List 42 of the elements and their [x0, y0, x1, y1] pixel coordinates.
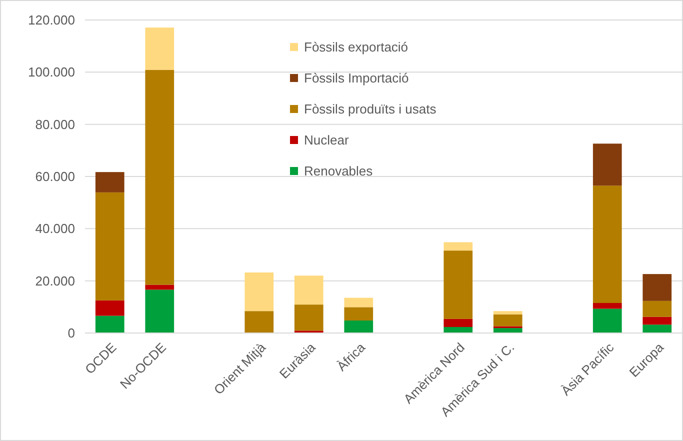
- bar: [95, 300, 124, 316]
- y-tick-label: 40.000: [35, 221, 75, 236]
- legend-label: Fòssils exportació: [304, 40, 408, 55]
- bar: [444, 318, 473, 327]
- bar: [493, 311, 522, 314]
- y-tick-label: 60.000: [35, 169, 75, 184]
- bar: [344, 320, 374, 333]
- bar: [145, 70, 174, 285]
- bar: [592, 303, 622, 309]
- bar: [493, 314, 522, 326]
- legend-label: Fòssils Importació: [304, 70, 409, 86]
- bar: [95, 316, 124, 333]
- bar: [344, 307, 374, 320]
- bar: [444, 242, 473, 251]
- bar: [493, 328, 522, 333]
- legend-label: Fòssils produïts i usats: [304, 102, 437, 117]
- bar: [145, 290, 174, 333]
- bar: [642, 324, 672, 333]
- y-tick-label: 120.000: [28, 12, 75, 28]
- y-tick-label: 80.000: [35, 116, 75, 132]
- bar: [294, 304, 324, 331]
- bar: [95, 172, 124, 192]
- bar: [145, 284, 174, 290]
- y-tick-label: 20.000: [35, 273, 75, 288]
- bar: [244, 272, 274, 312]
- bar: [95, 192, 124, 300]
- bar: [244, 311, 274, 333]
- bar: [592, 144, 622, 186]
- bar: [444, 327, 473, 333]
- bar: [145, 28, 174, 70]
- legend-label: Nuclear: [304, 132, 350, 148]
- bar: [592, 308, 622, 333]
- bar: [592, 186, 622, 304]
- y-tick-label: 0: [68, 326, 75, 341]
- bar: [642, 300, 672, 317]
- y-tick-label: 100.000: [28, 64, 75, 80]
- bar: [294, 276, 324, 305]
- bar: [642, 316, 672, 325]
- bar: [642, 274, 672, 301]
- bar: [444, 250, 473, 319]
- bar: [344, 298, 374, 308]
- legend-label: Renovables: [304, 164, 374, 179]
